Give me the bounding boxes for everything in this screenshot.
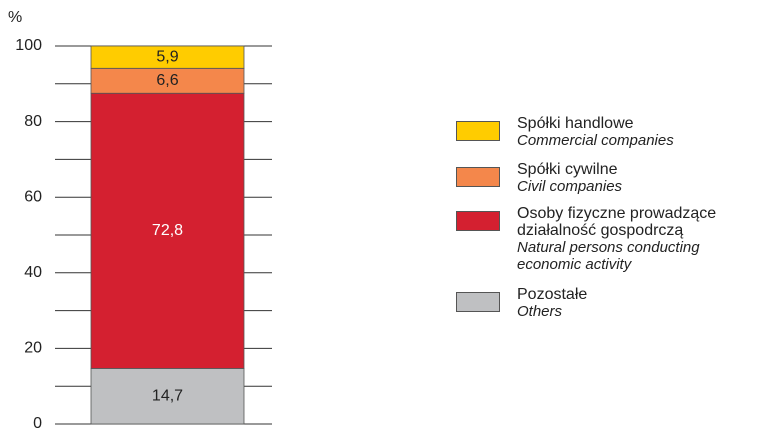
legend-item: Spółki handlowe Commercial companies bbox=[456, 115, 767, 149]
legend-label: Spółki cywilne bbox=[517, 161, 618, 178]
legend-text: Spółki cywilne Civil companies bbox=[517, 161, 767, 195]
legend-text: Pozostałe Others bbox=[517, 286, 767, 320]
legend-label-en: Civil companies bbox=[517, 178, 623, 195]
legend-swatch bbox=[456, 211, 500, 231]
bar-segment bbox=[90, 45, 245, 69]
legend-label: Spółki handlowe bbox=[517, 115, 634, 132]
data-label: 72,8 bbox=[152, 222, 183, 239]
y-tick-label: 20 bbox=[24, 340, 42, 357]
y-tick-label: 80 bbox=[24, 113, 42, 130]
legend-item: Spółki cywilne Civil companies bbox=[456, 161, 767, 195]
legend-swatch bbox=[456, 167, 500, 187]
bar-segment bbox=[90, 368, 245, 425]
legend-item: Pozostałe Others bbox=[456, 286, 767, 320]
legend-label: Osoby fizyczne prowadzące działalność go… bbox=[517, 205, 717, 239]
legend-swatch bbox=[456, 292, 500, 312]
legend-text: Osoby fizyczne prowadzące działalność go… bbox=[517, 205, 767, 273]
y-tick-label: 100 bbox=[15, 37, 42, 54]
legend-label-en: Commercial companies bbox=[517, 132, 674, 149]
legend-text: Spółki handlowe Commercial companies bbox=[517, 115, 767, 149]
legend-swatch bbox=[456, 121, 500, 141]
data-label: 5,9 bbox=[156, 48, 178, 65]
legend-item: Osoby fizyczne prowadzące działalność go… bbox=[456, 205, 767, 273]
y-tick-label: 40 bbox=[24, 264, 42, 281]
legend-label-en: Natural persons conducting economic acti… bbox=[517, 239, 700, 273]
data-label: 14,7 bbox=[152, 387, 183, 404]
y-tick-label: 60 bbox=[24, 188, 42, 205]
bar-segment bbox=[90, 67, 245, 94]
y-tick-label: 0 bbox=[33, 415, 42, 429]
data-label: 6,6 bbox=[156, 72, 178, 89]
y-axis-label: % bbox=[8, 9, 22, 26]
legend-label: Pozostałe bbox=[517, 286, 588, 303]
bar-segment bbox=[90, 92, 245, 369]
legend-label-en: Others bbox=[517, 303, 563, 320]
legend: Pozostałe Others Osoby fizyczne prowadzące… bbox=[456, 0, 768, 429]
